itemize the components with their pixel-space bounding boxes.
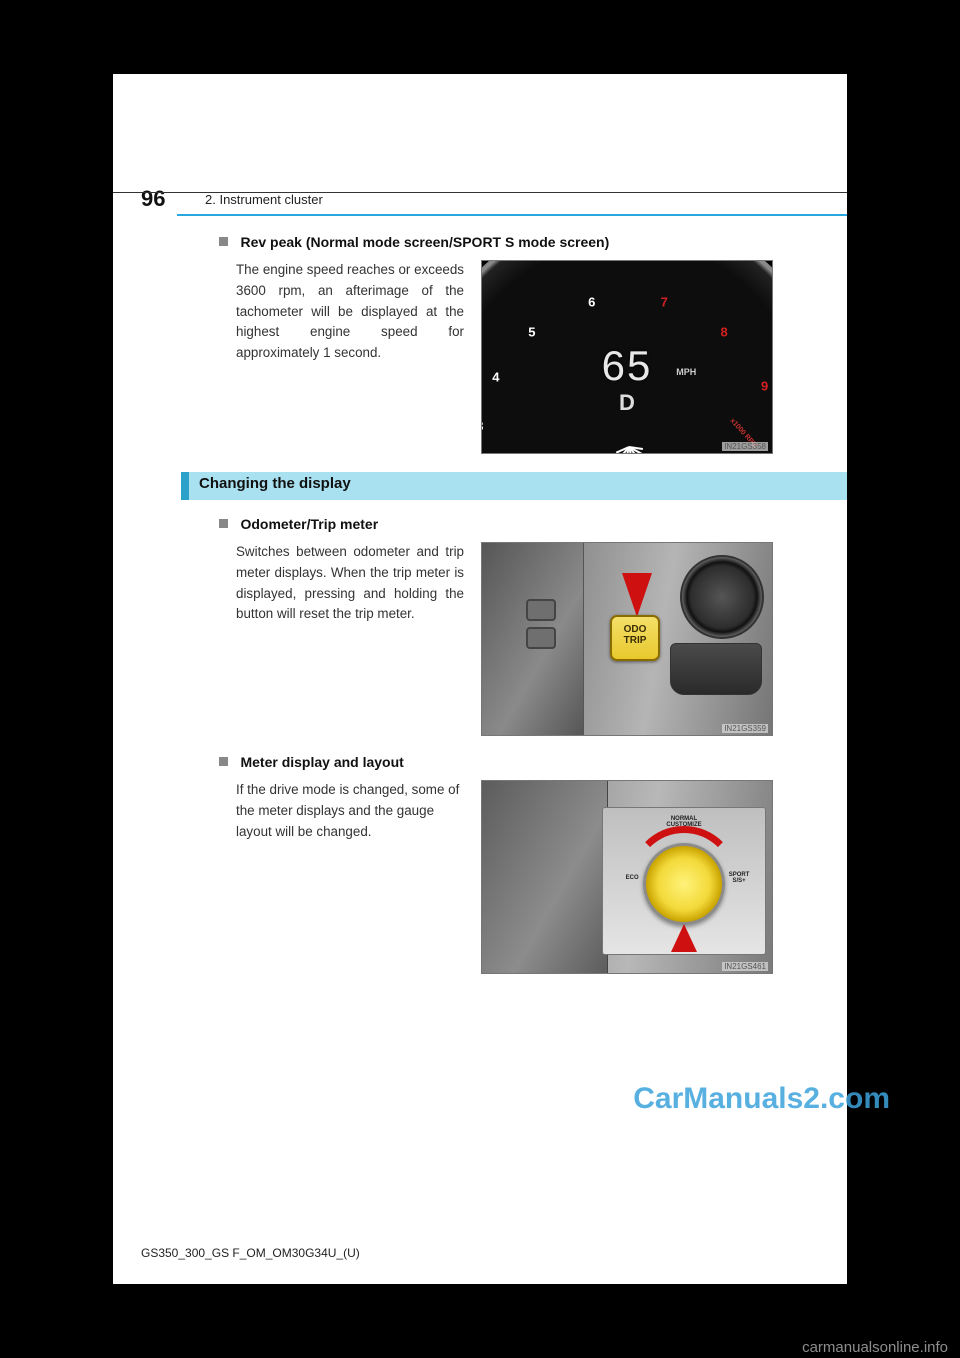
tach-number: 6 — [588, 294, 595, 309]
callout-arrow-icon — [622, 573, 652, 617]
footer-doc-code: GS350_300_GS F_OM_OM30G34U_(U) — [141, 1246, 360, 1260]
section2-heading: Odometer/Trip meter — [219, 516, 378, 534]
tach-number: 8 — [721, 325, 728, 340]
figure3-caption: IN21GS461 — [722, 962, 768, 971]
tach-number: 3 — [481, 419, 483, 434]
tachometer-speed: 65 — [602, 342, 653, 390]
odo-trip-label-2: TRIP — [624, 635, 647, 646]
figure-drive-mode: NORMAL CUSTOMIZE ECO SPORT S/S+ IN21GS46… — [481, 780, 773, 974]
figure-tachometer: 3456789 65 MPH D x1000 RPM IN21GS358 — [481, 260, 773, 454]
square-bullet-icon — [219, 519, 228, 528]
page-number: 96 — [141, 186, 165, 212]
section2-heading-text: Odometer/Trip meter — [240, 516, 378, 532]
watermark-main: CarManuals2.com — [633, 1082, 890, 1116]
dm-left-interior — [482, 781, 608, 973]
header-accent-line — [177, 214, 847, 216]
tach-number: 7 — [661, 294, 668, 309]
callout-arrow-up-icon — [671, 924, 697, 952]
dm-zoom-inset: NORMAL CUSTOMIZE ECO SPORT S/S+ — [602, 807, 766, 955]
odo-aux-button-1 — [526, 599, 556, 621]
section2-body: Switches between odometer and trip meter… — [236, 542, 464, 625]
odo-left-panel — [482, 543, 584, 735]
square-bullet-icon — [219, 757, 228, 766]
section1-body: The engine speed reaches or exceeds 3600… — [236, 260, 464, 364]
figure2-caption: IN21GS359 — [722, 724, 768, 733]
square-bullet-icon — [219, 237, 228, 246]
odo-frame: ODO TRIP IN21GS359 — [481, 542, 773, 736]
figure-odo-trip: ODO TRIP IN21GS359 — [481, 542, 773, 736]
section3-body: If the drive mode is changed, some of th… — [236, 780, 464, 842]
steering-wheel-icon — [680, 555, 764, 639]
watermark-footer: carmanualsonline.info — [790, 1335, 960, 1358]
dashboard-icon — [670, 643, 762, 695]
tach-number: 4 — [492, 369, 499, 384]
tach-number: 5 — [528, 325, 535, 340]
drive-mode-frame: NORMAL CUSTOMIZE ECO SPORT S/S+ IN21GS46… — [481, 780, 773, 974]
dm-label-top: NORMAL CUSTOMIZE — [666, 816, 701, 828]
odo-aux-button-2 — [526, 627, 556, 649]
odo-trip-label-1: ODO — [624, 624, 647, 635]
tach-number: 9 — [761, 379, 768, 394]
header-rule — [113, 192, 847, 193]
section1-heading: Rev peak (Normal mode screen/SPORT S mod… — [219, 234, 609, 252]
section3-heading: Meter display and layout — [219, 754, 404, 772]
dm-label-right: SPORT S/S+ — [729, 872, 750, 884]
dm-label-left: ECO — [626, 875, 639, 881]
chapter-title: 2. Instrument cluster — [205, 192, 323, 207]
tachometer-gear: D — [619, 390, 635, 416]
tachometer-speed-unit: MPH — [676, 367, 696, 377]
section-band-label: Changing the display — [199, 475, 351, 492]
section1-heading-text: Rev peak (Normal mode screen/SPORT S mod… — [240, 234, 609, 250]
drive-mode-knob — [643, 843, 725, 925]
section3-heading-text: Meter display and layout — [240, 754, 403, 770]
figure1-caption: IN21GS358 — [722, 442, 768, 451]
odo-trip-button: ODO TRIP — [610, 615, 660, 661]
tachometer-frame: 3456789 65 MPH D x1000 RPM IN21GS358 — [481, 260, 773, 454]
